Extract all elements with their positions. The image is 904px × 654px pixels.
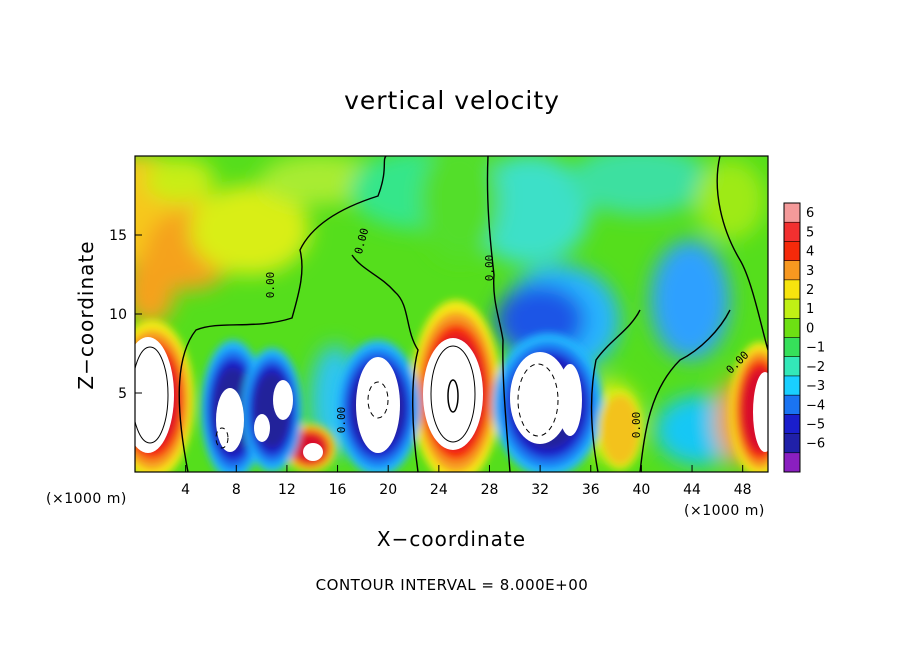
colorbar-swatch	[784, 337, 800, 358]
x-unit-label-right: (×1000 m)	[684, 503, 765, 519]
colorbar-swatch	[784, 452, 800, 473]
x-tick-label: 40	[632, 482, 650, 498]
colorbar: 6 5 4 3 2 1 0 −1 −2 −3 −4 −5 −6	[783, 202, 825, 473]
y-tick-label: 5	[118, 386, 127, 402]
x-unit-label-left: (×1000 m)	[46, 491, 127, 507]
colorbar-label: −2	[806, 360, 825, 375]
x-axis-label: X−coordinate	[376, 527, 527, 551]
contour-interval-note: CONTOUR INTERVAL = 8.000E+00	[315, 576, 589, 594]
x-tick-label: 20	[379, 482, 397, 498]
colorbar-label: 5	[806, 225, 814, 240]
colorbar-swatch	[784, 279, 800, 300]
colorbar-swatch	[784, 375, 800, 396]
colorbar-swatch	[784, 260, 800, 281]
colorbar-label: 0	[806, 321, 814, 336]
colorbar-label: −6	[806, 437, 825, 452]
colorbar-swatch	[784, 241, 800, 262]
colorbar-swatch	[784, 222, 800, 242]
colorbar-label: −3	[806, 379, 825, 394]
colorbar-swatch	[784, 318, 800, 338]
x-tick-label: 24	[430, 482, 448, 498]
x-tick-label: 8	[232, 482, 241, 498]
colorbar-label: −4	[806, 398, 825, 413]
velocity-field	[135, 156, 768, 472]
colorbar-swatch	[784, 299, 800, 319]
colorbar-label: −5	[806, 417, 825, 432]
x-tick-label: 44	[683, 482, 701, 498]
y-tick-label: 10	[109, 307, 127, 323]
contour-label: 0.00	[335, 407, 348, 434]
y-tick-label: 15	[109, 228, 127, 244]
x-tick-label: 32	[531, 482, 549, 498]
colorbar-label: 4	[806, 245, 814, 260]
contour-label: 0.00	[264, 272, 277, 299]
colorbar-label: 3	[806, 264, 814, 279]
colorbar-swatch	[784, 356, 800, 377]
colorbar-label: −1	[806, 341, 825, 356]
x-tick-label: 28	[481, 482, 499, 498]
contour-label: 0.00	[630, 412, 643, 439]
x-tick-label: 12	[278, 482, 296, 498]
x-tick-label: 16	[329, 482, 347, 498]
chart-title: vertical velocity	[344, 86, 560, 115]
x-tick-label: 4	[181, 482, 190, 498]
colorbar-swatch	[784, 203, 800, 223]
zero-contour-lines	[178, 156, 768, 472]
colorbar-label: 1	[806, 302, 814, 317]
x-tick-label: 48	[734, 482, 752, 498]
colorbar-swatch	[784, 414, 800, 434]
colorbar-swatch	[784, 395, 800, 415]
colorbar-label: 2	[806, 283, 814, 298]
colorbar-label: 6	[806, 206, 814, 221]
colorbar-swatch	[784, 433, 800, 454]
contour-label: 0.00	[483, 255, 496, 282]
x-tick-label: 36	[582, 482, 600, 498]
